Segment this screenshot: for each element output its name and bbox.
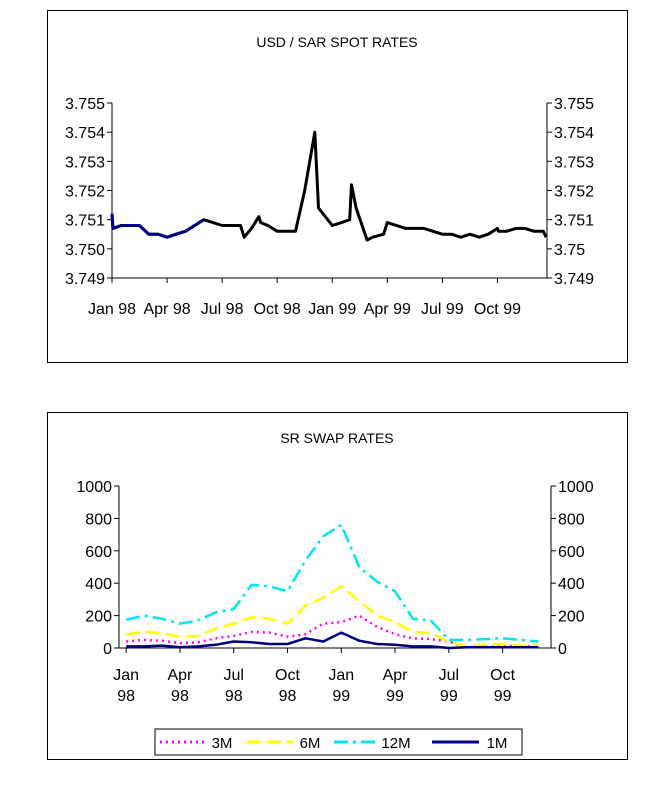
swap-series-12m (125, 523, 539, 643)
swap-x-tick-label: Jul 98 (223, 667, 243, 705)
swap-series-1m (126, 631, 539, 650)
swap-y-tick-label-right: 0 (558, 641, 567, 658)
swap-x-tick-label-line: 99 (494, 688, 512, 705)
swap-x-tick-label-line: Oct (490, 667, 515, 684)
swap-y-tick-label-left: 400 (85, 576, 112, 593)
spot-y-tick-label-left: 3.755 (65, 96, 105, 113)
swap-chart-title: SR SWAP RATES (280, 430, 393, 446)
swap-x-tick-label: Oct 98 (275, 667, 300, 705)
spot-y-tick-label-right: 3.752 (554, 184, 594, 201)
swap-x-tick-label: Jul 99 (439, 667, 459, 705)
swap-rates-chart-frame (47, 412, 628, 760)
swap-x-tick-label-line: 98 (171, 688, 189, 705)
swap-series-6m (126, 585, 539, 648)
legend-label-12m: 12M (381, 735, 410, 752)
swap-x-tick-label-line: Jan (113, 667, 139, 684)
swap-x-tick-label-line: 98 (225, 688, 243, 705)
swap-x-tick-label-line: 98 (279, 688, 297, 705)
spot-x-tick-label: Oct 98 (254, 301, 301, 318)
spot-rates-chart-frame (47, 10, 628, 363)
spot-y-tick-label-left: 3.753 (65, 154, 105, 171)
spot-y-tick-label-right: 3.754 (554, 125, 594, 142)
spot-y-tick-label-left: 3.752 (65, 184, 105, 201)
spot-x-tick-label: Apr 99 (364, 301, 411, 318)
swap-x-tick-label: Apr 99 (383, 667, 409, 705)
swap-y-tick-label-right: 200 (558, 609, 585, 626)
swap-x-tick-label: Oct 99 (490, 667, 515, 705)
legend-label-6m: 6M (300, 735, 321, 752)
swap-y-tick-label-right: 600 (558, 544, 585, 561)
swap-x-tick-label-line: 99 (386, 688, 404, 705)
swap-x-tick-label: Apr 98 (167, 667, 193, 705)
swap-series-3m (126, 614, 539, 649)
spot-chart-title: USD / SAR SPOT RATES (256, 34, 417, 50)
swap-y-tick-label-left: 600 (85, 544, 112, 561)
swap-x-tick-label-line: Apr (167, 667, 193, 684)
spot-x-tick-label: Oct 99 (474, 301, 521, 318)
swap-x-tick-label-line: 98 (117, 688, 135, 705)
spot-series-usd-sar (110, 130, 548, 242)
swap-x-tick-label: Jan 98 (113, 667, 139, 705)
swap-x-tick-label-line: Jan (328, 667, 354, 684)
swap-y-tick-label-right: 400 (558, 576, 585, 593)
spot-y-tick-label-right: 3.751 (554, 213, 594, 230)
swap-x-tick-label: Jan 99 (328, 667, 354, 705)
swap-x-tick-label-line: Jul (439, 667, 459, 684)
spot-series-early-segment (110, 213, 205, 239)
swap-legend: 3M 6M 12M 1M (154, 728, 523, 756)
spot-y-tick-label-right: 3.755 (554, 96, 594, 113)
spot-y-tick-label-left: 3.751 (65, 213, 105, 230)
spot-x-tick-label: Jan 99 (308, 301, 356, 318)
legend-label-1m: 1M (487, 735, 508, 752)
swap-y-tick-label-left: 0 (103, 641, 112, 658)
swap-x-tick-label-line: 99 (440, 688, 458, 705)
swap-x-tick-label-line: 99 (332, 688, 350, 705)
spot-y-tick-label-left: 3.750 (65, 242, 105, 259)
swap-x-tick-label-line: Oct (275, 667, 300, 684)
swap-chart: SR SWAP RATES 1000 1000 800 800 600 600 400 400 2… (76, 430, 594, 756)
spot-y-tick-label-right: 3.75 (554, 242, 585, 259)
swap-x-tick-label-line: Apr (383, 667, 409, 684)
swap-y-tick-label-left: 200 (85, 609, 112, 626)
spot-y-tick-label-left: 3.749 (65, 271, 105, 288)
spot-x-tick-label: Jan 98 (88, 301, 136, 318)
swap-x-tick-label-line: Jul (223, 667, 243, 684)
spot-y-tick-label-left: 3.754 (65, 125, 105, 142)
spot-y-tick-label-right: 3.749 (554, 271, 594, 288)
swap-y-tick-label-right: 800 (558, 511, 585, 528)
swap-y-tick-label-left: 800 (85, 511, 112, 528)
spot-chart: USD / SAR SPOT RATES 3.755 3.755 3.754 3.754… (65, 34, 594, 318)
spot-x-tick-label: Apr 98 (143, 301, 190, 318)
legend-label-3m: 3M (212, 735, 233, 752)
spot-x-tick-label: Jul 99 (421, 301, 464, 318)
swap-y-tick-label-left: 1000 (76, 479, 112, 496)
spot-x-tick-label: Jul 98 (201, 301, 244, 318)
swap-y-tick-label-right: 1000 (558, 479, 594, 496)
spot-y-tick-label-right: 3.753 (554, 154, 594, 171)
